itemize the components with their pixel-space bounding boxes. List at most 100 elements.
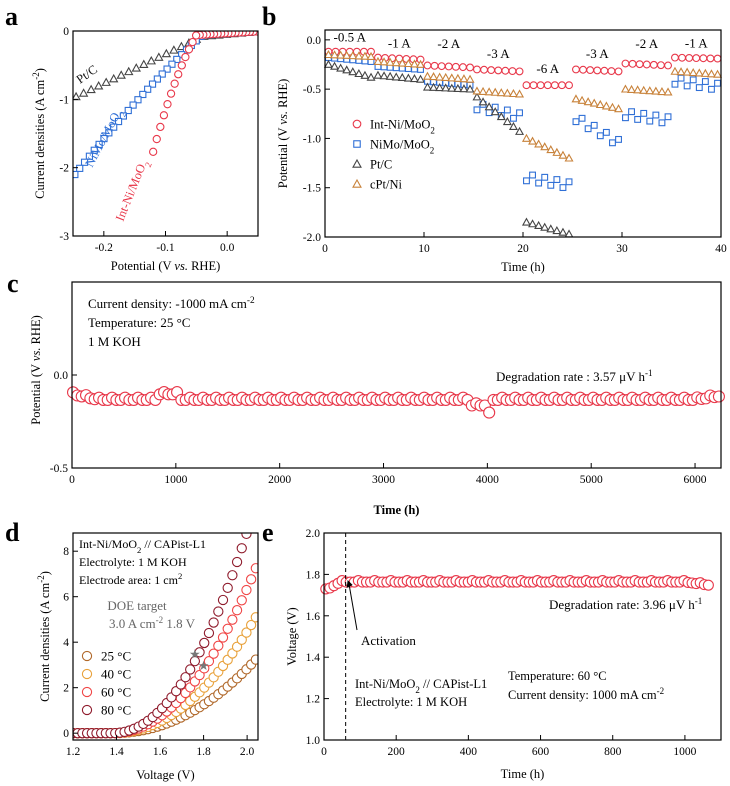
text-main: Degradation rate : 3.57 μV h [496, 369, 645, 384]
point-polarization [236, 595, 247, 606]
point-int [706, 54, 715, 63]
x-tick-label: 2000 [268, 474, 291, 486]
text-main: Int-Ni/MoO [79, 537, 137, 551]
step-current-label: -3 A [487, 46, 510, 61]
text-main: Potential (V [276, 125, 290, 189]
point-tri [169, 45, 179, 54]
point-cpt [614, 104, 624, 113]
point-stability [712, 390, 725, 403]
point-ptc [330, 61, 340, 70]
point-cpt [651, 86, 661, 95]
point-cpt [409, 59, 419, 68]
x-tick-label: 40 [715, 243, 727, 255]
point-polarization [241, 533, 252, 540]
step-current-label: -1 A [388, 36, 411, 51]
point-nimo [559, 184, 567, 192]
point-ptc [429, 82, 439, 91]
x-axis-label: Time (h) [501, 767, 545, 781]
text-superscript: 2 [178, 571, 182, 581]
legend: 25 °C 40 °C 60 °C 80 °C [81, 649, 131, 718]
point-int [480, 65, 489, 74]
point-nimo [553, 176, 561, 183]
point-nimo [646, 117, 654, 125]
point-ci [181, 52, 190, 62]
point-int [600, 66, 609, 75]
y-tick-label: -1.0 [303, 133, 321, 145]
point-ptc [336, 63, 346, 72]
point-ptc [360, 70, 370, 79]
x-tick-label: 2.0 [240, 746, 255, 758]
y-tick-label: 0 [63, 26, 69, 38]
x-tick-label: 0.0 [220, 242, 235, 254]
point-cpt [521, 133, 531, 142]
point-ptc [409, 74, 419, 83]
point-cpt [558, 150, 568, 159]
point-polarization [231, 556, 243, 568]
text-main: Pt/C [74, 62, 100, 86]
annotation-line: Current density: -1000 mA cm-2 [88, 296, 255, 311]
point-sq [76, 164, 84, 172]
point-int [430, 61, 439, 70]
point-nimo [516, 109, 523, 117]
text-post: ) [38, 571, 52, 575]
panel-letter-b: b [262, 2, 276, 31]
point-polarization [180, 672, 191, 683]
text-main: Pt/C [370, 158, 392, 172]
point-int [565, 81, 573, 90]
doe-star-icon: ★ [189, 647, 201, 662]
point-ptc [502, 116, 512, 126]
info-line: Electrolyte: 1 M KOH [355, 695, 467, 709]
point-nimo [565, 178, 573, 186]
point-polarization [236, 634, 247, 645]
point-nimo [664, 113, 672, 121]
point-tri [146, 55, 157, 65]
point-ci [174, 70, 183, 79]
point-polarization [175, 679, 186, 690]
point-cpt [373, 56, 383, 65]
point-nimo [584, 125, 592, 133]
point-int [664, 61, 672, 70]
doe-star-icon: ★ [198, 658, 210, 673]
text-main: Current density: -1000 mA cm [88, 296, 247, 311]
point-sq [168, 60, 176, 68]
point-int [685, 53, 694, 62]
text-superscript: -2 [657, 686, 665, 696]
point-int [487, 66, 496, 75]
step-current-label: -2 A [437, 36, 460, 51]
point-sq [85, 152, 94, 160]
x-tick-label: 0 [69, 474, 75, 486]
text-italic: vs. [174, 259, 188, 273]
x-tick-label: 3000 [372, 474, 395, 486]
point-cpt [657, 86, 667, 96]
point-sq [119, 112, 128, 120]
point-polarization [241, 584, 252, 596]
point-ptc [447, 83, 457, 92]
x-tick-label: 1.4 [109, 746, 124, 758]
point-ci [159, 111, 169, 120]
point-cpt [627, 84, 637, 93]
text-superscript: -1 [645, 368, 653, 378]
point-cpt [354, 51, 364, 60]
point-nimo [708, 85, 715, 93]
point-cpt [540, 142, 550, 151]
point-ptc [459, 84, 469, 93]
annotation-line: Temperature: 25 °C [88, 315, 190, 330]
text-main: 3.0 A cm [109, 616, 156, 631]
point-cpt [694, 68, 704, 77]
point-cpt [515, 89, 525, 98]
point-int [529, 81, 538, 90]
x-tick-label: 1.2 [66, 746, 81, 758]
point-stability [702, 579, 714, 591]
point-ptc [385, 71, 395, 80]
x-tick-label: 0 [322, 243, 328, 255]
point-ci [163, 100, 172, 109]
point-nimo [473, 106, 481, 114]
degradation-rate: Degradation rate : 3.57 μV h-1 [496, 368, 652, 384]
text-main: Int-Ni/MoO [113, 162, 149, 223]
point-polarization [250, 612, 258, 623]
point-tri [93, 81, 104, 90]
x-tick-label: 0 [321, 746, 327, 758]
info-line: Current density: 1000 mA cm-2 [508, 686, 664, 702]
text-main: Temperature: 60 °C [508, 669, 607, 683]
